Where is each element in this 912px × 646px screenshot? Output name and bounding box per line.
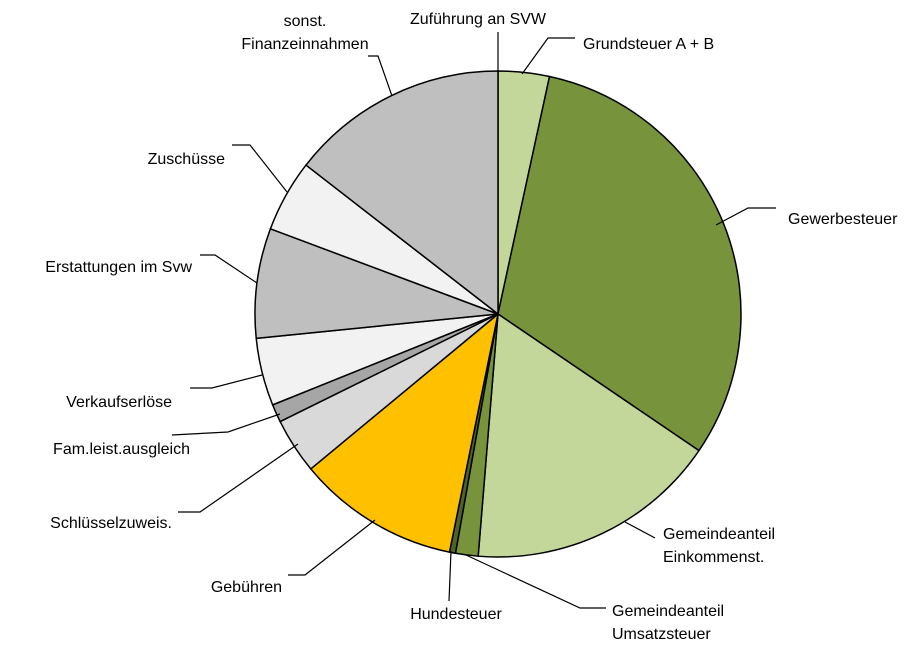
leader-line: [715, 207, 776, 226]
leader-line: [200, 254, 258, 284]
leader-line: [171, 413, 281, 436]
leader-line: [190, 374, 263, 389]
leader-line: [624, 521, 656, 539]
slice-label: Zuschüsse: [148, 151, 225, 168]
slice-label: Hundesteuer: [410, 606, 502, 623]
leader-line: [178, 443, 299, 513]
slice-label: Finanzeinnahmen: [241, 36, 368, 53]
slice-label: Einkommenst.: [663, 549, 764, 566]
slice-label: Schlüsselzuweis.: [50, 515, 172, 532]
slice-label: Erstattungen im Svw: [45, 259, 192, 276]
slice-label: Grundsteuer A + B: [583, 36, 714, 53]
slice-label: Umsatzsteuer: [612, 626, 711, 643]
slice-label: Gewerbesteuer: [788, 211, 898, 228]
slice-label: sonst.: [284, 13, 327, 30]
slice-label: Gemeindeanteil: [663, 526, 775, 543]
slice-label: Fam.leist.ausgleich: [53, 441, 190, 458]
pie-slice: [497, 75, 742, 452]
leader-line: [288, 519, 376, 576]
slice-label: Verkaufserlöse: [66, 394, 172, 411]
pie-slice: [305, 70, 499, 315]
pie-slice: [477, 313, 700, 558]
leader-line: [232, 144, 288, 193]
leader-line: [448, 550, 452, 602]
slice-label: Gemeindeanteil: [612, 603, 724, 620]
leader-line: [521, 37, 575, 75]
leader-line: [368, 55, 393, 97]
slice-label: Zuführung an SVW: [410, 11, 547, 28]
leader-line: [465, 554, 606, 609]
slice-label: Gebühren: [211, 579, 282, 596]
